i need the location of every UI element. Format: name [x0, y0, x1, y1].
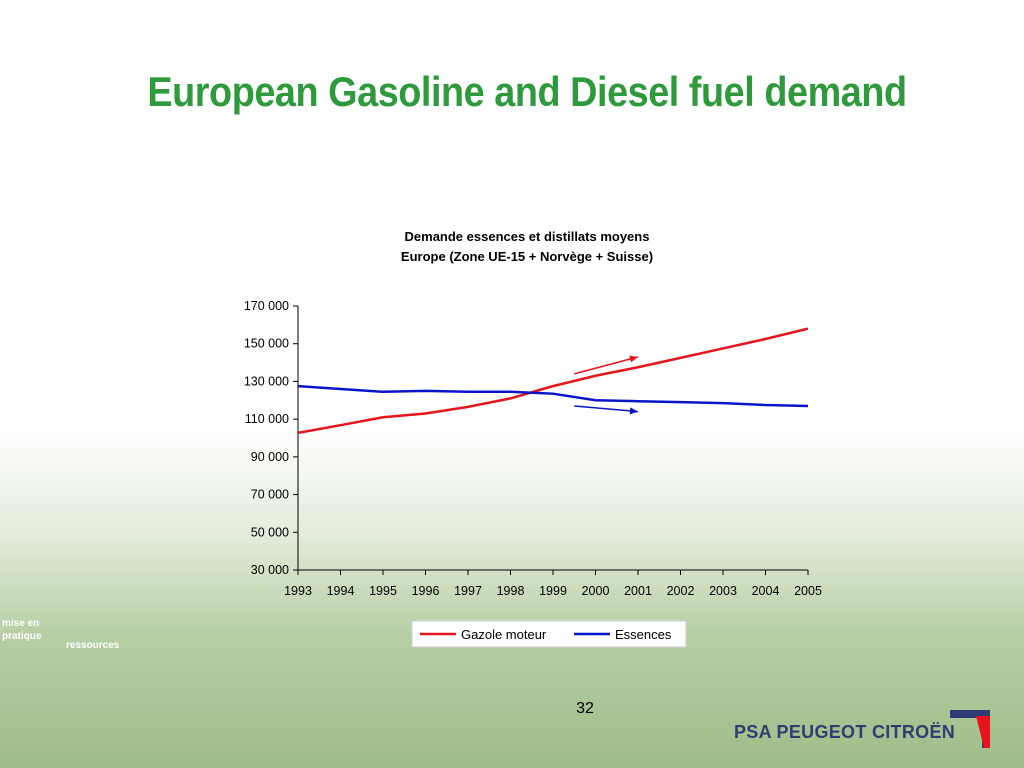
series-line-gazole-moteur — [297, 327, 809, 435]
page-number: 32 — [576, 700, 594, 717]
chart-title: Demande essences et distillats moyens — [405, 229, 650, 244]
bg-text-ressources: ressources — [66, 640, 120, 651]
legend-label: Essences — [615, 627, 672, 642]
y-tick-label: 130 000 — [244, 374, 289, 388]
y-tick-label: 150 000 — [244, 337, 289, 351]
chart-legend: Gazole moteur Essences — [411, 620, 687, 648]
x-tick-label: 2004 — [752, 584, 780, 598]
chart-annotations — [574, 355, 639, 415]
annotation-arrow-line — [574, 405, 639, 413]
legend-box — [411, 620, 687, 648]
y-tick-label: 170 000 — [244, 299, 289, 313]
x-tick-label: 1997 — [454, 584, 482, 598]
y-tick-label: 90 000 — [251, 450, 289, 464]
x-tick-label: 2002 — [667, 584, 695, 598]
annotation-arrow-head — [629, 355, 638, 363]
annotation-arrow-head — [629, 407, 638, 415]
x-tick-label: 1996 — [412, 584, 440, 598]
series-line-essences — [297, 384, 809, 408]
y-tick-label: 110 000 — [245, 412, 289, 426]
x-tick-label: 2001 — [624, 584, 652, 598]
background-landscape — [0, 430, 1024, 768]
x-tick-label: 1999 — [539, 584, 567, 598]
y-tick-label: 70 000 — [251, 488, 289, 502]
slide-title: European Gasoline and Diesel fuel demand — [147, 68, 907, 115]
x-tick-label: 1993 — [284, 584, 312, 598]
bg-text-mise-en: mise en — [2, 618, 40, 629]
brand-name: PSA PEUGEOT CITROËN — [734, 722, 956, 742]
x-tick-label: 1994 — [327, 584, 355, 598]
x-tick-label: 1998 — [497, 584, 525, 598]
y-tick-label: 50 000 — [251, 525, 289, 539]
chart-axes: 30 000 50 000 70 000 90 000 110 000 130 000 15… — [244, 299, 822, 598]
y-tick-label: 30 000 — [251, 563, 289, 577]
chart-subtitle: Europe (Zone UE-15 + Norvège + Suisse) — [401, 249, 653, 264]
x-tick-label: 2000 — [582, 584, 610, 598]
chart-series — [297, 327, 809, 435]
annotation-arrow-line — [574, 356, 639, 375]
legend-label: Gazole moteur — [461, 627, 547, 642]
x-tick-label: 2005 — [794, 584, 822, 598]
x-tick-label: 2003 — [709, 584, 737, 598]
x-tick-label: 1995 — [369, 584, 397, 598]
bg-text-pratique: pratique — [2, 631, 42, 642]
psa-logo-icon — [950, 710, 990, 748]
